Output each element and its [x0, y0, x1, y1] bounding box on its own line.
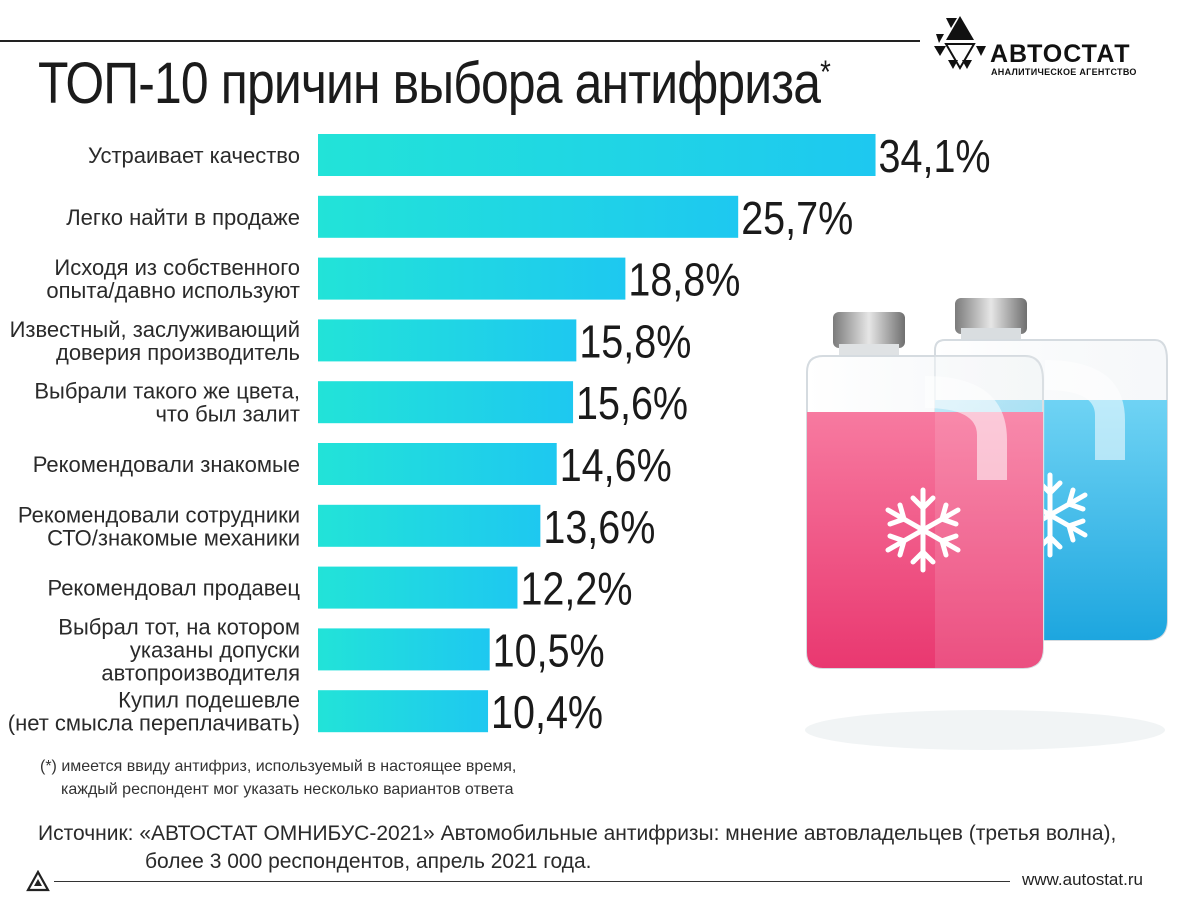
value-label-6: 14,6%	[560, 439, 672, 491]
category-label-line: указаны допуски	[130, 637, 300, 662]
category-label-line: СТО/знакомые механики	[47, 525, 300, 550]
source-line-1: Источник: «АВТОСТАТ ОМНИБУС-2021» Автомо…	[38, 822, 1117, 845]
logo-name: АВТОСТАТ	[990, 40, 1131, 68]
autostat-logo-icon	[934, 16, 986, 70]
footnote-line-1: (*) имеется ввиду антифриз, используемый…	[40, 758, 517, 775]
category-label-9: Выбрал тот, на котором указаны допуски авт…	[58, 614, 300, 685]
bar-10	[318, 690, 489, 733]
value-label-10: 10,4%	[491, 686, 603, 738]
bar-6	[318, 443, 557, 485]
bar-5	[318, 381, 574, 424]
logo-tagline: АНАЛИТИЧЕСКОЕ АГЕНТСТВО	[991, 67, 1137, 77]
category-label-4: Известный, заслуживающий доверия производ…	[10, 317, 300, 365]
title-asterisk: *	[820, 54, 831, 90]
category-label-2: Легко найти в продаже	[66, 205, 300, 230]
chart-title-text: ТОП-10 причин выбора антифриза	[38, 51, 821, 116]
category-label-line: Рекомендовали знакомые	[33, 452, 300, 477]
category-label-7: Рекомендовали сотрудники СТО/знакомые мех…	[18, 502, 300, 550]
bar-2	[318, 195, 739, 238]
value-label-2: 25,7%	[741, 192, 853, 244]
bar-4	[318, 319, 577, 362]
value-label-7: 13,6%	[543, 501, 655, 553]
bar-9	[318, 628, 490, 671]
category-label-10: Купил подешевле (нет смысла переплачивать…	[8, 688, 300, 736]
category-label-line: Рекомендовали сотрудники	[18, 502, 300, 527]
category-label-line: (нет смысла переплачивать)	[8, 711, 300, 736]
category-label-line: что был залит	[155, 402, 300, 427]
category-label-line: опыта/давно используют	[46, 278, 300, 303]
footnote-line-2: каждый респондент мог указать несколько …	[61, 781, 514, 798]
chart-title: ТОП-10 причин выбора антифриза*	[38, 50, 831, 117]
bar-3	[318, 257, 626, 300]
value-label-8: 12,2%	[520, 563, 632, 615]
category-label-line: Выбрали такого же цвета,	[34, 379, 300, 404]
website-link[interactable]: www.autostat.ru	[1022, 870, 1143, 889]
category-label-8: Рекомендовал продавец	[47, 576, 300, 601]
value-label-1: 34,1%	[879, 130, 991, 182]
category-label-6: Рекомендовали знакомые	[33, 452, 300, 477]
category-label-3: Исходя из собственного опыта/давно исполь…	[46, 255, 300, 303]
category-label-line: Рекомендовал продавец	[47, 576, 300, 601]
value-label-5: 15,6%	[576, 377, 688, 429]
bar-8	[318, 566, 518, 609]
value-label-4: 15,8%	[579, 315, 691, 367]
category-label-line: Известный, заслуживающий	[10, 317, 300, 342]
category-label-line: Исходя из собственного	[54, 255, 300, 280]
category-label-1: Устраивает качество	[88, 143, 300, 168]
value-label-9: 10,5%	[493, 624, 605, 676]
bottom-divider	[54, 881, 1010, 882]
autostat-logo[interactable]: АВТОСТАТ АНАЛИТИЧЕСКОЕ АГЕНТСТВО	[930, 12, 1170, 77]
source-line-2: более 3 000 респондентов, апрель 2021 го…	[145, 850, 592, 873]
category-label-line: доверия производитель	[56, 340, 300, 365]
category-label-line: Купил подешевле	[118, 688, 300, 713]
bar-7	[318, 504, 541, 547]
antifreeze-jugs-illustration	[805, 298, 1168, 750]
category-label-line: Легко найти в продаже	[66, 205, 300, 230]
pink-antifreeze-jug	[806, 312, 1045, 669]
value-label-3: 18,8%	[628, 254, 740, 306]
bar-1	[318, 134, 876, 176]
category-label-line: автопроизводителя	[101, 660, 300, 685]
top-divider	[0, 40, 920, 42]
category-label-5: Выбрали такого же цвета, что был залит	[34, 379, 300, 427]
triangle-logo-icon	[26, 870, 50, 892]
source-note: Источник: «АВТОСТАТ ОМНИБУС-2021» Автомо…	[38, 820, 1116, 876]
category-label-line: Выбрал тот, на котором	[58, 614, 300, 639]
category-label-line: Устраивает качество	[88, 143, 300, 168]
footnote: (*) имеется ввиду антифриз, используемый…	[40, 755, 516, 801]
